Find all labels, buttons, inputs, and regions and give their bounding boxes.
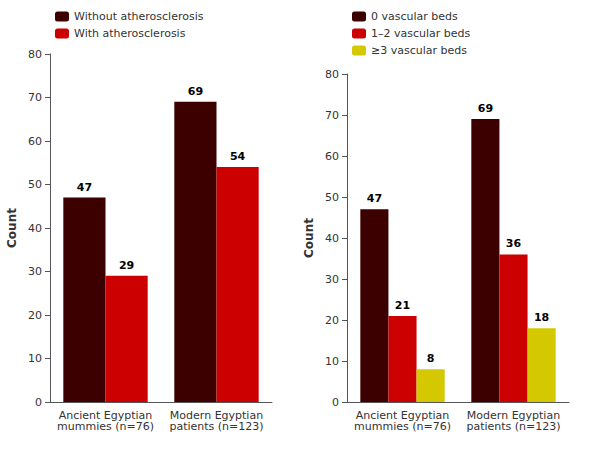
svg-text:80: 80 (325, 68, 339, 81)
svg-text:≥3 vascular beds: ≥3 vascular beds (371, 44, 467, 57)
svg-text:69: 69 (188, 85, 203, 98)
svg-text:Ancient Egyptian: Ancient Egyptian (58, 409, 153, 422)
svg-text:70: 70 (325, 109, 339, 122)
svg-text:60: 60 (325, 150, 339, 163)
svg-text:With atherosclerosis: With atherosclerosis (74, 27, 186, 40)
svg-text:29: 29 (119, 259, 134, 272)
svg-text:8: 8 (427, 352, 435, 365)
svg-text:Count: Count (302, 218, 316, 258)
svg-text:50: 50 (28, 178, 42, 191)
svg-text:20: 20 (325, 314, 339, 327)
svg-text:patients (n=123): patients (n=123) (169, 420, 263, 433)
svg-text:54: 54 (230, 150, 246, 163)
svg-text:30: 30 (28, 265, 42, 278)
svg-text:0: 0 (35, 396, 42, 409)
svg-text:Count: Count (5, 208, 19, 248)
svg-text:20: 20 (28, 309, 42, 322)
svg-text:80: 80 (28, 48, 42, 61)
svg-text:0 vascular beds: 0 vascular beds (371, 10, 458, 23)
svg-text:1–2 vascular beds: 1–2 vascular beds (371, 27, 471, 40)
svg-text:18: 18 (534, 311, 549, 324)
svg-text:60: 60 (28, 135, 42, 148)
svg-text:47: 47 (367, 192, 382, 205)
svg-text:Ancient Egyptian: Ancient Egyptian (355, 409, 450, 422)
svg-text:Without atherosclerosis: Without atherosclerosis (74, 10, 204, 23)
svg-text:Modern Egyptian: Modern Egyptian (466, 409, 561, 422)
svg-text:50: 50 (325, 191, 339, 204)
svg-text:36: 36 (506, 237, 522, 250)
svg-text:30: 30 (325, 273, 339, 286)
svg-text:70: 70 (28, 91, 42, 104)
svg-text:47: 47 (77, 181, 92, 194)
svg-text:40: 40 (325, 232, 339, 245)
svg-text:mummies (n=76): mummies (n=76) (354, 420, 451, 433)
svg-text:patients (n=123): patients (n=123) (466, 420, 560, 433)
svg-text:Modern Egyptian: Modern Egyptian (169, 409, 264, 422)
svg-text:21: 21 (395, 299, 410, 312)
svg-text:69: 69 (478, 102, 493, 115)
svg-text:10: 10 (325, 355, 339, 368)
svg-text:0: 0 (332, 396, 339, 409)
svg-text:10: 10 (28, 352, 42, 365)
svg-text:40: 40 (28, 222, 42, 235)
svg-text:mummies (n=76): mummies (n=76) (57, 420, 154, 433)
